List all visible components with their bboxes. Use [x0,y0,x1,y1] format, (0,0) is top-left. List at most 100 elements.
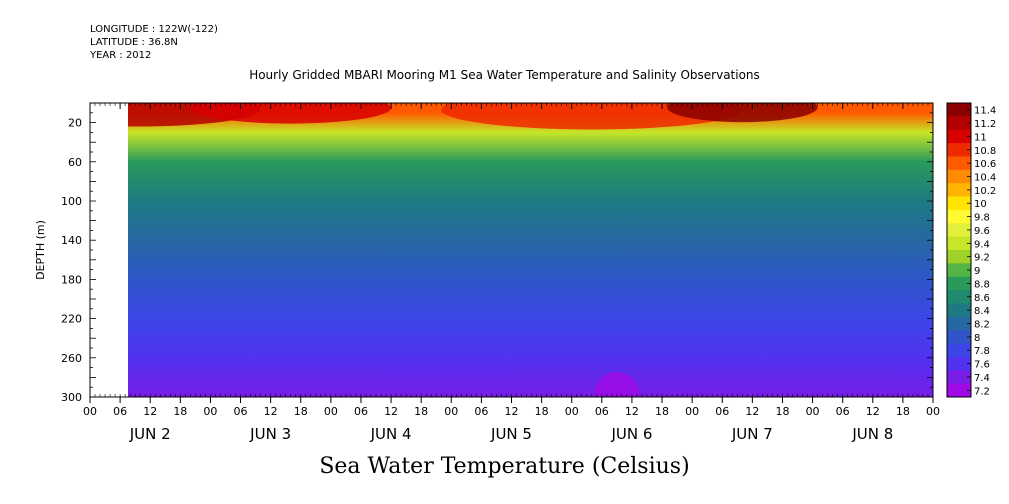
x-hour-tick-label: 18 [655,405,669,418]
colorbar-swatch [947,250,971,264]
temperature-field [128,103,933,397]
colorbar-swatch [947,129,971,144]
x-hour-tick-label: 00 [565,405,579,418]
x-hour-tick-label: 06 [715,405,729,418]
y-tick-label: 60 [68,156,82,169]
y-axis-label: DEPTH (m) [34,220,47,280]
colorbar-frame [946,102,972,398]
colorbar-tick-label: 8.6 [974,293,990,304]
x-day-label: JUN 4 [370,425,412,443]
colorbar-swatch [947,209,971,224]
y-tick-label: 140 [61,234,82,247]
colorbar-tick-label: 8.2 [974,320,990,331]
x-hour-tick-label: 12 [745,405,759,418]
colorbar-tick-label: 7.6 [974,360,990,371]
colorbar-swatch [947,223,971,238]
heatmap-layer [128,103,933,397]
latitude-label: LATITUDE : 36.8N [90,37,178,48]
colorbar-tick-label: 10.8 [974,146,996,157]
x-hour-tick-label: 00 [806,405,820,418]
y-tick-label: 260 [61,352,82,365]
x-day-label: JUN 8 [851,425,893,443]
variable-title: Sea Water Temperature (Celsius) [319,454,690,479]
x-hour-tick-label: 00 [83,405,97,418]
x-hour-tick-label: 06 [474,405,488,418]
x-hour-tick-label: 18 [775,405,789,418]
colorbar-swatch [947,316,971,331]
year-label: YEAR : 2012 [90,50,152,61]
colorbar: 11.4 11.2 11 10.8 10.6 10.4 10.2 10 9.8 9.6 9.4 9.2… [946,102,996,398]
x-hour-tick-label: 12 [143,405,157,418]
colorbar-tick-label: 11 [974,132,987,143]
y-tick-label: 180 [61,273,82,286]
colorbar-swatch [947,276,971,291]
colorbar-swatch [947,370,971,385]
colorbar-swatch [947,156,971,171]
colorbar-tick-label: 7.8 [974,346,990,357]
x-hour-tick-label: 00 [926,405,940,418]
y-tick-label: 20 [68,117,82,130]
colorbar-tick-label: 8.4 [974,306,990,317]
x-hour-tick-label: 06 [354,405,368,418]
x-hour-tick-label: 18 [173,405,187,418]
colorbar-swatch [947,290,971,304]
x-day-label: JUN 6 [610,425,652,443]
colorbar-tick-label: 10.2 [974,186,996,197]
colorbar-tick-label: 9.8 [974,213,990,224]
colorbar-tick-label: 9.6 [974,226,990,237]
x-hour-tick-label: 18 [896,405,910,418]
axis-layer: 00 06 12 18 00 06 12 18 00 06 12 18 00 06 12 18 00 06 12 18… [34,102,940,443]
x-hour-tick-label: 00 [203,405,217,418]
x-day-label: JUN 7 [731,425,773,443]
x-hour-tick-label: 12 [384,405,398,418]
x-hour-tick-label: 00 [444,405,458,418]
deep-cold-patch [594,372,639,397]
colorbar-swatch [947,356,971,371]
colorbar-swatch [947,236,971,251]
colorbar-tick-label: 9 [974,266,980,277]
colorbar-swatch [947,330,971,345]
x-hour-tick-label: 12 [264,405,278,418]
y-tick-label: 100 [61,195,82,208]
y-tick-label: 300 [61,391,82,404]
surface-warm-patch [667,103,818,123]
colorbar-tick-label: 9.2 [974,253,990,264]
x-hour-tick-label: 06 [836,405,850,418]
colorbar-tick-label: 8 [974,333,980,344]
colorbar-swatch [947,263,971,278]
colorbar-tick-label: 8.8 [974,279,990,290]
x-hour-tick-label: 12 [625,405,639,418]
colorbar-tick-label: 11.4 [974,106,996,117]
x-hour-tick-label: 06 [113,405,127,418]
x-hour-tick-label: 18 [535,405,549,418]
x-hour-tick-label: 00 [324,405,338,418]
colorbar-tick-label: 10.6 [974,159,996,170]
colorbar-tick-label: 11.2 [974,119,996,130]
x-day-label: JUN 3 [249,425,291,443]
x-hour-tick-label: 06 [234,405,248,418]
chart-title: Hourly Gridded MBARI Mooring M1 Sea Wate… [249,68,760,82]
colorbar-swatch [947,183,971,198]
colorbar-tick-label: 10 [974,199,987,210]
colorbar-swatch [947,169,971,184]
colorbar-tick-label: 10.4 [974,173,996,184]
x-day-label: JUN 5 [490,425,532,443]
x-hour-tick-label: 12 [866,405,880,418]
x-hour-tick-label: 18 [414,405,428,418]
surface-warm-patch [441,103,743,130]
colorbar-swatch [947,303,971,318]
x-hour-tick-label: 18 [294,405,308,418]
colorbar-swatch [947,103,971,117]
colorbar-tick-label: 7.4 [974,373,990,384]
colorbar-tick-label: 7.2 [974,386,990,397]
colorbar-swatch [947,343,971,358]
colorbar-tick-label: 9.4 [974,239,990,250]
y-tick-label: 220 [61,313,82,326]
colorbar-swatch [947,196,971,211]
x-hour-tick-label: 06 [595,405,609,418]
x-hour-tick-label: 12 [505,405,519,418]
colorbar-swatch [947,143,971,157]
longitude-label: LONGITUDE : 122W(-122) [90,24,218,35]
